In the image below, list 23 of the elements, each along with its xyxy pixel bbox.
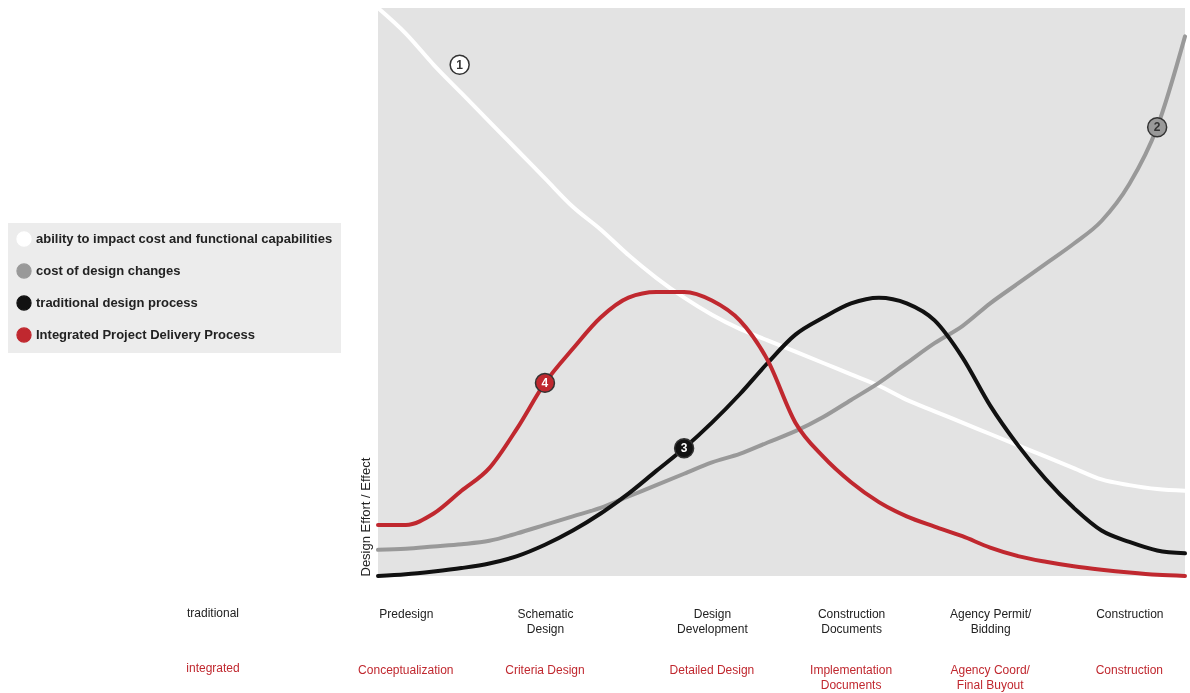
legend-label: Integrated Project Delivery Process [36,327,255,342]
x-tick-label: Predesign [379,606,434,621]
text: Detailed Design [669,663,755,677]
text: Construction [1095,663,1164,677]
text: Conceptualization [358,663,454,677]
x-tick-label: Construction [1096,606,1164,621]
annotation: 2 [1153,120,1161,135]
annotation: 3 [680,441,688,456]
annotation: 4 [541,375,549,390]
legend-label: traditional design process [36,295,198,310]
text: Agency Coord/ Final Buyout [950,663,1031,692]
text: Implementation Documents [810,663,893,692]
legend-label: ability to impact cost and functional capabilities [36,231,333,246]
y-axis-title: Design Effort / Effect [357,457,373,577]
text: Criteria Design [505,663,585,677]
text: traditional [186,606,240,620]
annotation: 1 [456,57,464,72]
text: integrated [186,661,240,675]
x-tick-label: Agency Permit/ Bidding [950,606,1033,636]
x-tick-label: Schematic Design [517,606,574,636]
legend-label: cost of design changes [36,263,181,278]
x-tick-label: Construction Documents [817,606,886,636]
x-tick-label: Design Development [677,606,749,636]
